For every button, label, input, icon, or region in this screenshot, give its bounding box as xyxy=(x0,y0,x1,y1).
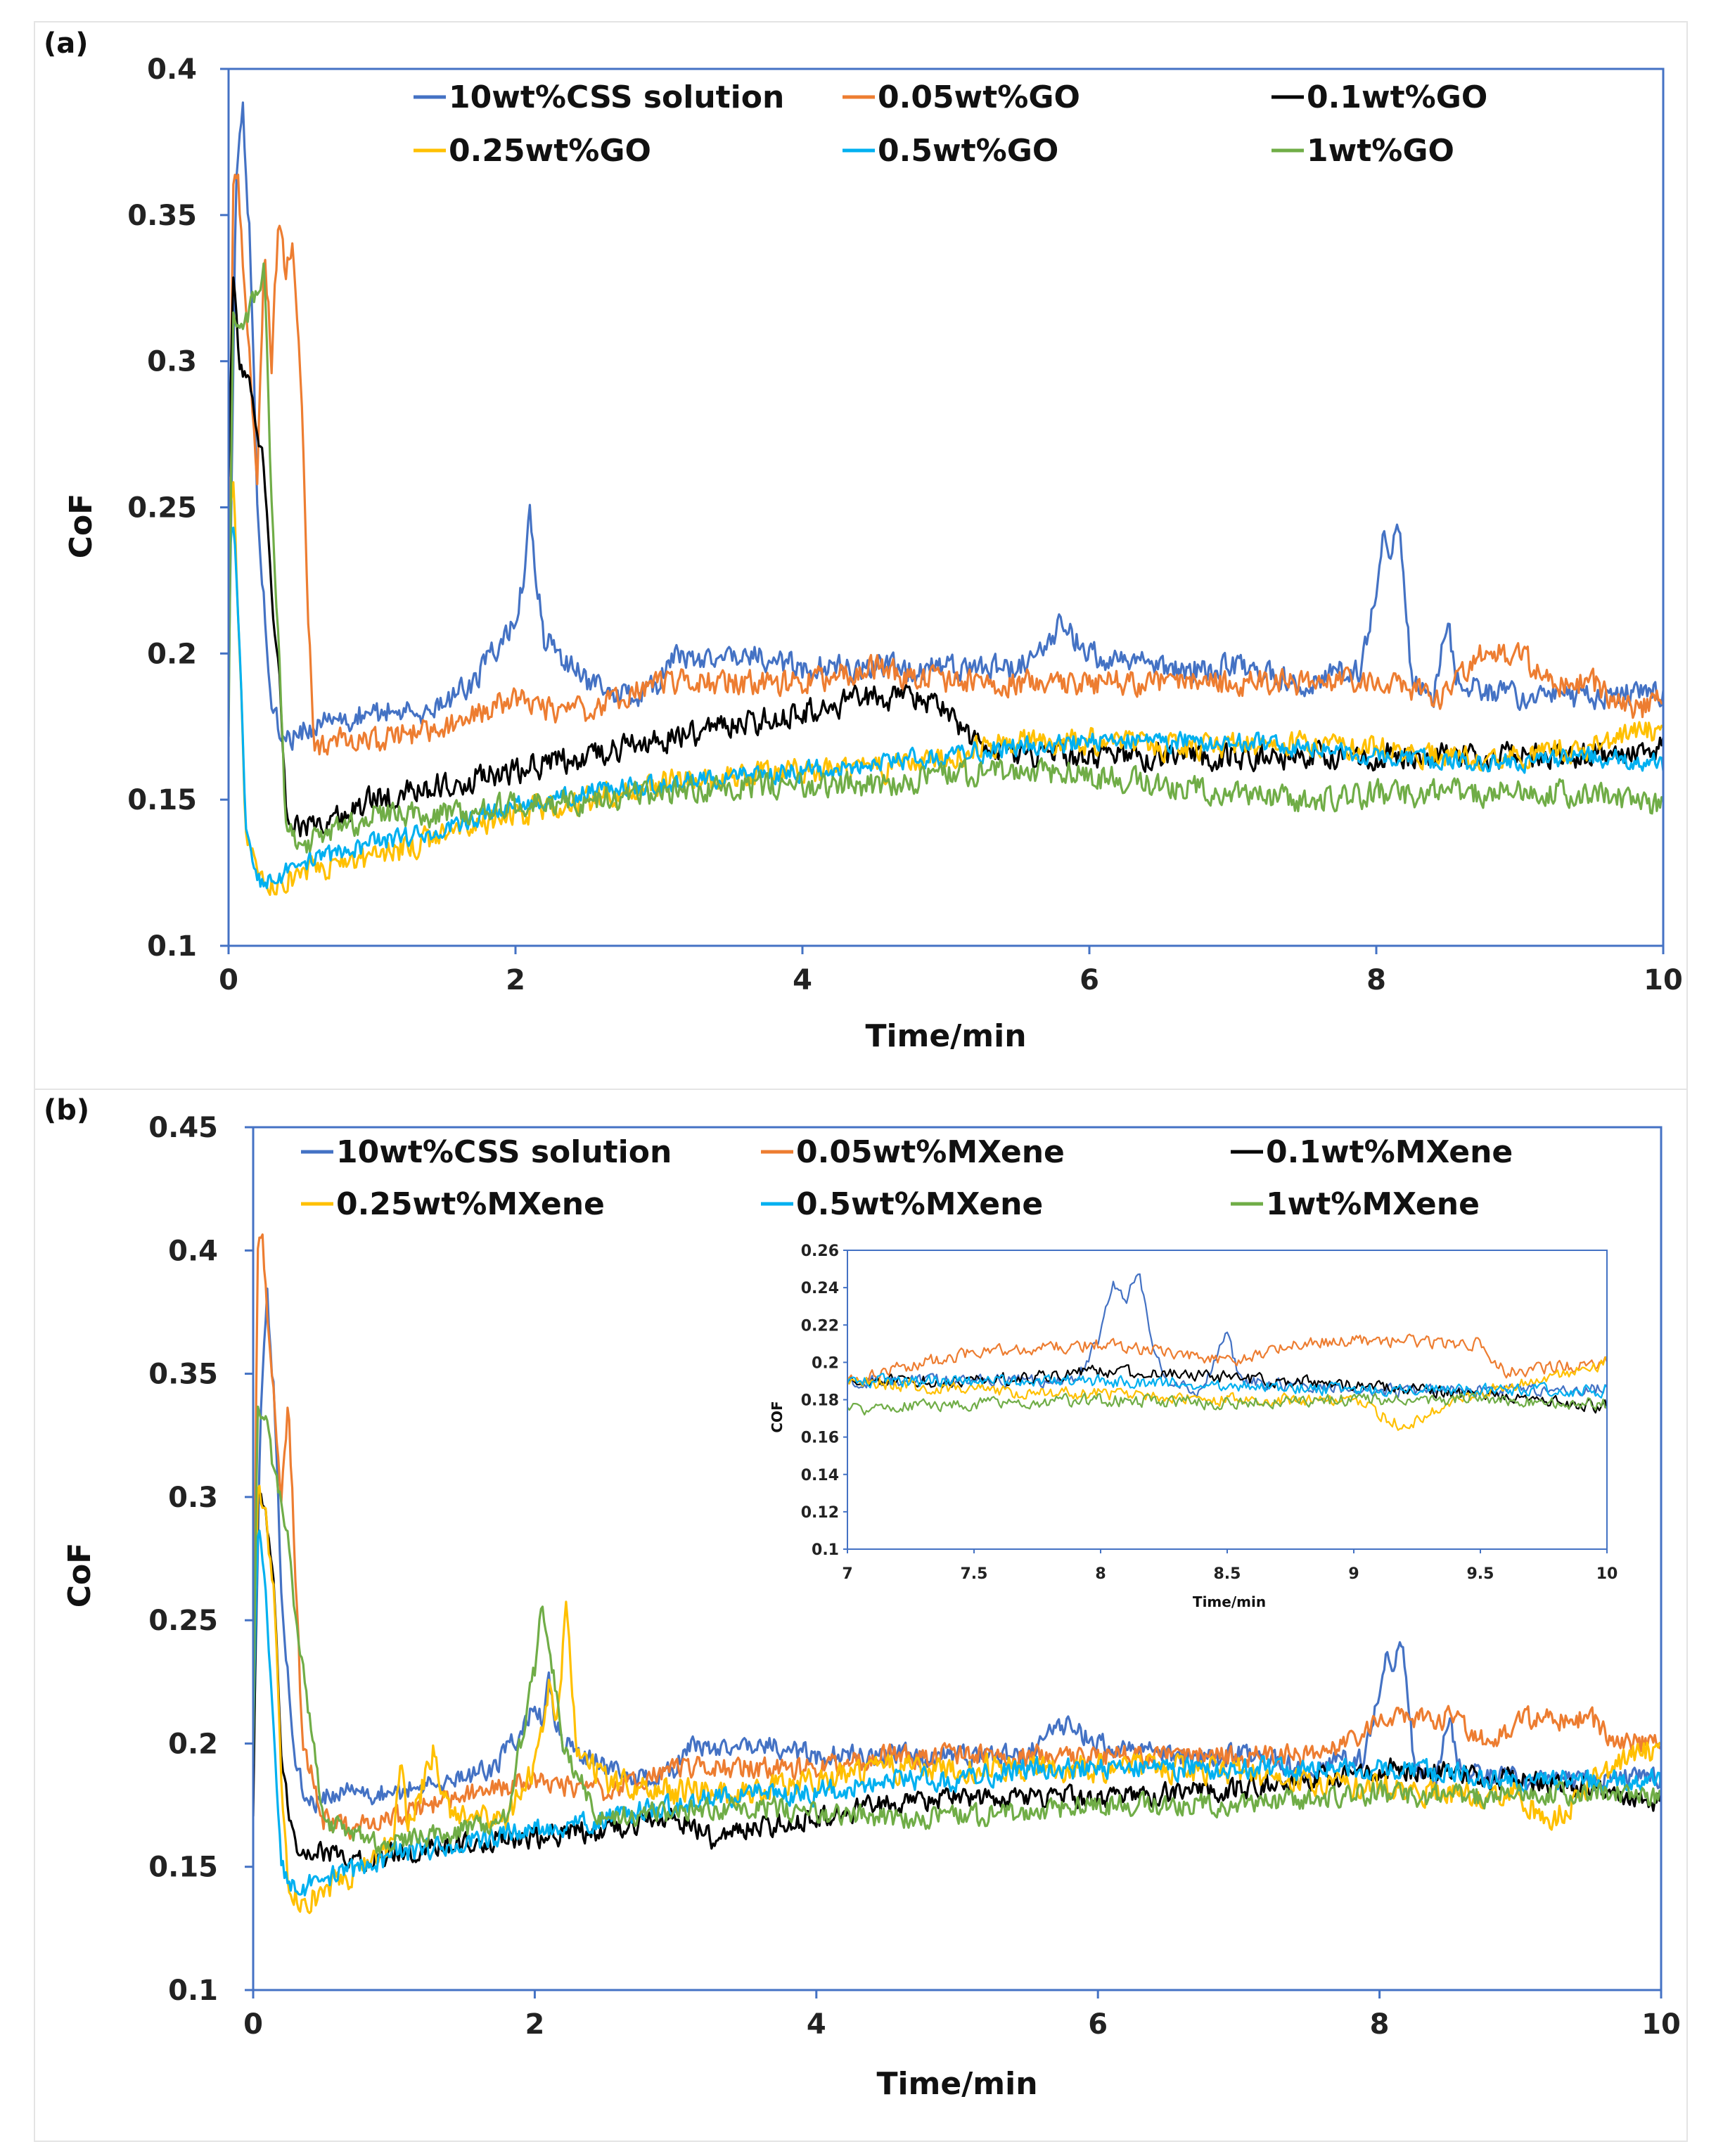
panel-b-x-tick-label: 6 xyxy=(1088,2008,1108,2041)
panel-a-x-tick-label: 2 xyxy=(506,964,525,996)
panel-a-y-tick-label: 0.1 xyxy=(147,930,197,963)
inset-y-tick-label: 0.18 xyxy=(801,1392,839,1410)
panel-b-legend-label: 0.25wt%MXene xyxy=(336,1186,605,1222)
panel-b-legend-label: 0.1wt%MXene xyxy=(1266,1134,1513,1170)
panel-b-x-tick-label: 2 xyxy=(525,2008,544,2041)
panel-b-x-axis-label: Time/min xyxy=(876,2066,1037,2102)
panel-b-series-0-5wt-mxene xyxy=(253,1529,1661,1897)
panel-b-series-group xyxy=(253,1233,1661,1914)
inset-x-tick-label: 7 xyxy=(842,1565,852,1583)
panel-a-y-tick-label: 0.35 xyxy=(127,200,197,232)
inset-y-tick-label: 0.24 xyxy=(801,1280,839,1297)
inset-x-tick-label: 8.5 xyxy=(1214,1565,1241,1583)
panel-b-y-tick-label: 0.1 xyxy=(168,1975,218,2007)
panel-b-plot-frame xyxy=(252,1126,1663,1991)
inset-series-0-05wt-mxene xyxy=(847,1333,1607,1385)
panel-a-plot-frame xyxy=(227,68,1665,947)
panel-a-label: (a) xyxy=(44,27,89,60)
panel-b-y-tick-label: 0.45 xyxy=(148,1112,218,1144)
inset-x-tick-label: 7.5 xyxy=(961,1565,988,1583)
panel-a-y-tick-label: 0.2 xyxy=(147,638,197,670)
panel-b-legend-label: 0.5wt%MXene xyxy=(796,1186,1043,1222)
panel-a-x-tick-label: 6 xyxy=(1080,964,1099,996)
inset-x-axis-label: Time/min xyxy=(1193,1593,1266,1610)
inset-x-tick-label: 10 xyxy=(1596,1565,1618,1583)
panel-a-series-group xyxy=(229,101,1663,897)
inset-x-tick-label: 8 xyxy=(1095,1565,1106,1583)
inset-y-tick-label: 0.12 xyxy=(801,1504,839,1522)
panel-b-y-axis-label: CoF xyxy=(62,1543,98,1608)
panel-b-x-tick-label: 0 xyxy=(243,2008,263,2041)
panel-a-y-tick-label: 0.3 xyxy=(147,346,197,378)
inset-series-1wt-mxene xyxy=(847,1392,1607,1416)
panel-a-legend-label: 0.5wt%GO xyxy=(878,133,1058,169)
inset-x-tick-label: 9.5 xyxy=(1467,1565,1494,1583)
panel-b-y-tick-label: 0.15 xyxy=(148,1852,218,1884)
panel-a-legend-label: 1wt%GO xyxy=(1307,133,1454,169)
panel-b-y-tick-label: 0.35 xyxy=(148,1359,218,1391)
panel-a-series-1wt-go xyxy=(229,262,1663,854)
panel-a-legend-label: 0.25wt%GO xyxy=(449,133,651,169)
panel-b-y-tick-label: 0.3 xyxy=(168,1482,218,1514)
panel-a-x-tick-label: 8 xyxy=(1366,964,1386,996)
panel-a-y-tick-label: 0.25 xyxy=(127,492,197,525)
panel-b-legend-label: 10wt%CSS solution xyxy=(336,1134,672,1170)
panel-b-y-tick-label: 0.4 xyxy=(168,1235,218,1267)
panel-a-y-tick-label: 0.15 xyxy=(127,784,197,816)
panel-b-y-tick-label: 0.2 xyxy=(168,1728,218,1760)
inset-y-tick-label: 0.22 xyxy=(801,1317,839,1335)
panel-b-legend-label: 1wt%MXene xyxy=(1266,1186,1480,1222)
inset-series-group xyxy=(847,1273,1607,1431)
panel-a-x-axis-label: Time/min xyxy=(865,1018,1026,1054)
panel-a-y-axis-label: CoF xyxy=(63,494,99,559)
inset-y-tick-label: 0.2 xyxy=(812,1354,839,1372)
inset-background xyxy=(847,1250,1607,1563)
panel-a-x-tick-label: 4 xyxy=(793,964,812,996)
panel-a-series-0-05wt-go xyxy=(229,173,1663,756)
panel-b-x-tick-label: 4 xyxy=(807,2008,826,2041)
chart-dynamic-layer: 0 2 4 6 8 10 0.1 0.15 0.2 0.25 0.3 0.35 0.4 10wt%CSS … xyxy=(127,53,1683,2041)
panel-b-x-tick-label: 10 xyxy=(1641,2008,1681,2041)
panel-b-x-tick-label: 8 xyxy=(1370,2008,1390,2041)
panel-a-y-tick-label: 0.4 xyxy=(147,53,197,86)
inset-series-0-5wt-mxene xyxy=(847,1373,1607,1399)
panel-a-legend-label: 0.1wt%GO xyxy=(1307,79,1487,115)
panel-a-x-tick-label: 10 xyxy=(1644,964,1683,996)
panel-a-series-0-5wt-go xyxy=(229,526,1663,890)
inset-y-tick-label: 0.14 xyxy=(801,1467,839,1484)
inset-y-tick-label: 0.26 xyxy=(801,1243,839,1260)
panel-a-x-tick-label: 0 xyxy=(219,964,238,996)
panel-a-legend-label: 0.05wt%GO xyxy=(878,79,1080,115)
inset-y-tick-label: 0.1 xyxy=(812,1541,839,1559)
panel-b-series-0-05wt-mxene xyxy=(253,1233,1661,1840)
inset-y-axis-label: COF xyxy=(769,1401,786,1432)
panel-a-series-10wt-css-solution xyxy=(229,101,1663,751)
panel-b-y-tick-label: 0.25 xyxy=(148,1605,218,1637)
panel-b-series-1wt-mxene xyxy=(253,1405,1661,1855)
panel-a-legend-label: 10wt%CSS solution xyxy=(449,79,784,115)
panel-a xyxy=(34,21,1688,1090)
inset-y-tick-label: 0.16 xyxy=(801,1430,839,1447)
panel-b-legend-label: 0.05wt%MXene xyxy=(796,1134,1065,1170)
panel-b-label: (b) xyxy=(44,1094,89,1127)
inset-x-tick-label: 9 xyxy=(1348,1565,1359,1583)
